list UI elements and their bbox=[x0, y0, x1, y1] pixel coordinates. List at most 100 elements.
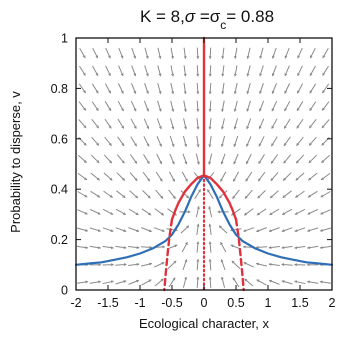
vector-arrow bbox=[115, 264, 126, 265]
vector-arrow bbox=[104, 191, 113, 197]
y-tick-label: 0.4 bbox=[51, 183, 68, 197]
vector-arrow bbox=[158, 101, 161, 112]
vector-arrow bbox=[129, 209, 138, 215]
y-tick-label: 1 bbox=[61, 32, 68, 46]
vector-arrow bbox=[129, 280, 139, 284]
vector-arrow bbox=[142, 280, 152, 285]
x-tick-label: 0 bbox=[201, 296, 208, 310]
vector-arrow bbox=[285, 66, 289, 76]
vector-arrow bbox=[310, 84, 316, 93]
vector-arrow bbox=[184, 101, 186, 112]
vector-arrow bbox=[221, 260, 225, 270]
x-tick-label: -2 bbox=[70, 296, 81, 310]
vector-arrow bbox=[184, 118, 186, 129]
vector-arrow bbox=[235, 83, 237, 94]
vector-arrow bbox=[105, 137, 112, 146]
vector-arrow bbox=[128, 228, 138, 232]
vector-arrow bbox=[282, 246, 293, 248]
vector-arrow bbox=[296, 191, 305, 197]
vector-arrow bbox=[310, 48, 315, 58]
vector-arrow bbox=[195, 190, 201, 199]
x-tick-label: 2 bbox=[329, 296, 336, 310]
vector-arrow bbox=[270, 191, 278, 198]
vector-arrow bbox=[90, 282, 101, 284]
vector-arrow bbox=[269, 247, 280, 248]
vector-arrow bbox=[259, 154, 265, 163]
series-lines bbox=[76, 38, 332, 290]
vector-arrow bbox=[260, 48, 263, 59]
vector-arrow bbox=[196, 207, 198, 218]
vector-arrow bbox=[130, 173, 137, 181]
vector-arrow bbox=[320, 246, 331, 248]
vector-arrow bbox=[322, 120, 329, 128]
vector-arrow bbox=[143, 190, 151, 198]
vector-arrow bbox=[128, 247, 139, 248]
vector-arrow bbox=[131, 101, 136, 111]
y-tick-label: 0 bbox=[61, 284, 68, 298]
vector-arrow bbox=[183, 136, 186, 147]
vector-arrow bbox=[77, 246, 88, 248]
vector-arrow bbox=[104, 155, 111, 163]
vector-arrow bbox=[309, 137, 316, 145]
vector-arrow bbox=[256, 247, 267, 248]
vector-arrow bbox=[235, 101, 238, 112]
vector-arrow bbox=[308, 191, 317, 197]
vector-arrow bbox=[246, 172, 252, 181]
vector-arrow bbox=[103, 228, 113, 232]
vector-arrow bbox=[77, 210, 87, 214]
vector-arrow bbox=[223, 48, 224, 59]
x-axis-label: Ecological character, x bbox=[139, 316, 270, 331]
vector-arrow bbox=[260, 83, 264, 93]
vector-arrow bbox=[259, 119, 263, 129]
vector-arrow bbox=[155, 209, 164, 216]
vector-arrow bbox=[184, 48, 185, 59]
vector-arrow bbox=[219, 226, 227, 234]
vector-arrow bbox=[247, 119, 251, 129]
chart-title-text: K = 8,σ =σc= 0.88 bbox=[140, 7, 274, 32]
vector-arrow bbox=[197, 48, 198, 59]
vector-arrow bbox=[307, 246, 318, 248]
vector-arrow bbox=[248, 48, 250, 59]
vector-arrow bbox=[117, 191, 126, 198]
vector-arrow bbox=[184, 83, 186, 94]
vector-arrow bbox=[223, 65, 224, 76]
vector-arrow bbox=[80, 66, 86, 75]
vector-arrow bbox=[77, 228, 88, 231]
vector-arrow bbox=[90, 228, 101, 231]
vector-arrow bbox=[307, 282, 318, 284]
vector-arrow bbox=[269, 280, 279, 284]
vector-arrow bbox=[222, 83, 224, 94]
vector-arrow bbox=[295, 228, 305, 232]
vector-arrow bbox=[210, 48, 211, 59]
vector-arrow bbox=[116, 281, 127, 284]
vector-arrow bbox=[183, 277, 186, 288]
vector-arrow bbox=[297, 119, 303, 128]
chart-title-part: K = 8, bbox=[140, 7, 185, 26]
vector-arrow bbox=[182, 242, 187, 252]
vector-arrow bbox=[210, 83, 211, 94]
vector-arrow bbox=[259, 136, 264, 146]
vector-arrow bbox=[154, 228, 164, 232]
vector-arrow bbox=[309, 155, 317, 163]
vector-arrow bbox=[320, 228, 331, 231]
vector-arrow bbox=[320, 282, 331, 284]
vector-arrow bbox=[118, 83, 123, 93]
vector-arrow bbox=[234, 154, 238, 164]
vector-arrow bbox=[209, 154, 212, 165]
vector-arrow bbox=[283, 173, 291, 181]
vector-arrow bbox=[310, 66, 315, 76]
vector-arrow bbox=[144, 154, 150, 163]
vector-arrow bbox=[131, 119, 136, 129]
y-axis-label: Probability to disperse, v bbox=[8, 91, 23, 233]
vector-arrow bbox=[197, 242, 198, 253]
vector-arrow bbox=[272, 83, 276, 93]
vector-arrow bbox=[170, 154, 174, 164]
vector-arrow bbox=[116, 209, 126, 214]
vector-arrow bbox=[197, 101, 198, 112]
vector-arrow bbox=[209, 207, 211, 218]
vector-arrow bbox=[272, 119, 277, 129]
vector-arrow bbox=[196, 154, 199, 165]
vector-arrow bbox=[132, 48, 136, 58]
vector-arrow bbox=[197, 277, 198, 288]
